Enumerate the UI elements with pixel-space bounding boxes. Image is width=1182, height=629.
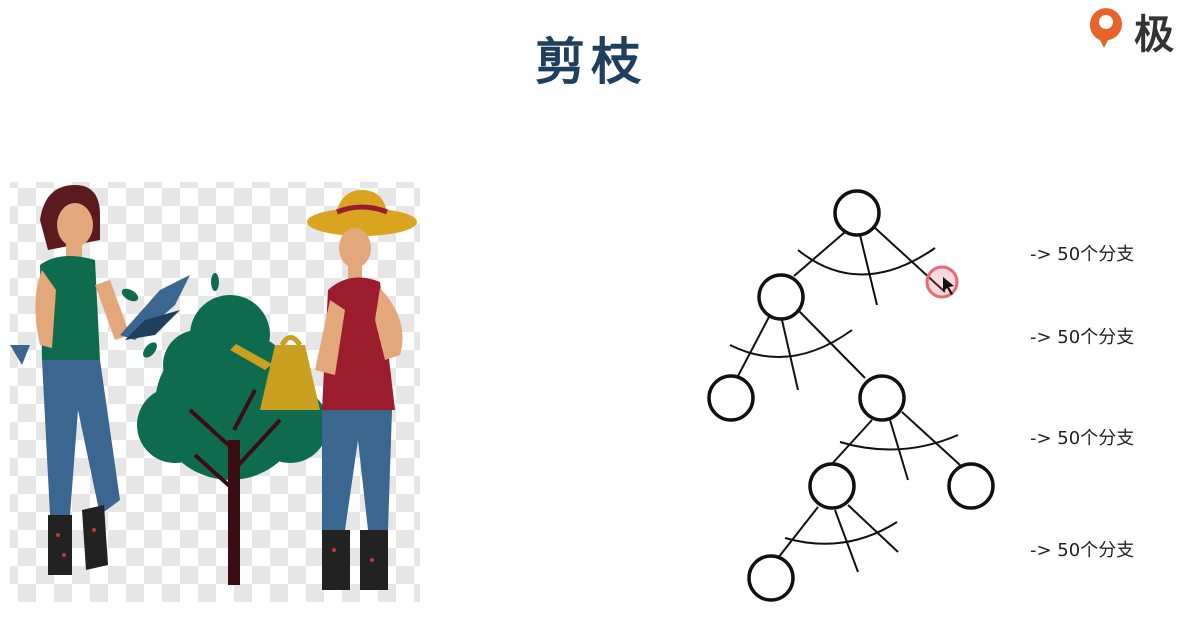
tree-edge: [847, 504, 899, 553]
gardener-left-illustration: [10, 185, 190, 575]
tree-illustration: [137, 295, 328, 585]
tree-edge: [737, 314, 771, 377]
mouse-pointer-icon: [925, 265, 959, 299]
tree-edge: [829, 419, 873, 467]
tree-edge: [781, 319, 799, 391]
pruning-arc: [797, 247, 936, 276]
watering-can-illustration: [230, 335, 320, 410]
tree-edge: [859, 234, 878, 306]
gardener-right-illustration: [307, 190, 417, 590]
tree-node: [747, 554, 795, 602]
pruning-arc: [729, 329, 853, 358]
tree-node: [757, 273, 805, 321]
tree-node: [947, 462, 995, 510]
brand-logo-text: 极: [1134, 12, 1174, 58]
pruning-arc: [839, 434, 959, 451]
tree-node: [707, 374, 755, 422]
branch-annotation: -> 50个分支: [1030, 244, 1135, 265]
tree-edge: [901, 411, 961, 466]
tree-edge: [793, 231, 846, 277]
branch-annotation: -> 50个分支: [1030, 327, 1135, 348]
tree-node: [808, 462, 856, 510]
tree-edge: [777, 506, 819, 559]
pruning-arc: [784, 521, 898, 545]
tree-node: [858, 374, 906, 422]
pruning-tree-diagram: [707, 189, 995, 602]
pruning-illustration: [10, 182, 420, 602]
brand-logo-icon: [1089, 8, 1122, 48]
brand-logo: 极: [1082, 0, 1182, 58]
tree-edge: [873, 226, 946, 293]
tree-node: [833, 189, 881, 237]
branch-annotation: -> 50个分支: [1030, 540, 1135, 561]
tree-edge: [797, 309, 866, 379]
branch-annotation: -> 50个分支: [1030, 428, 1135, 449]
slide-title: 剪枝: [535, 33, 647, 91]
